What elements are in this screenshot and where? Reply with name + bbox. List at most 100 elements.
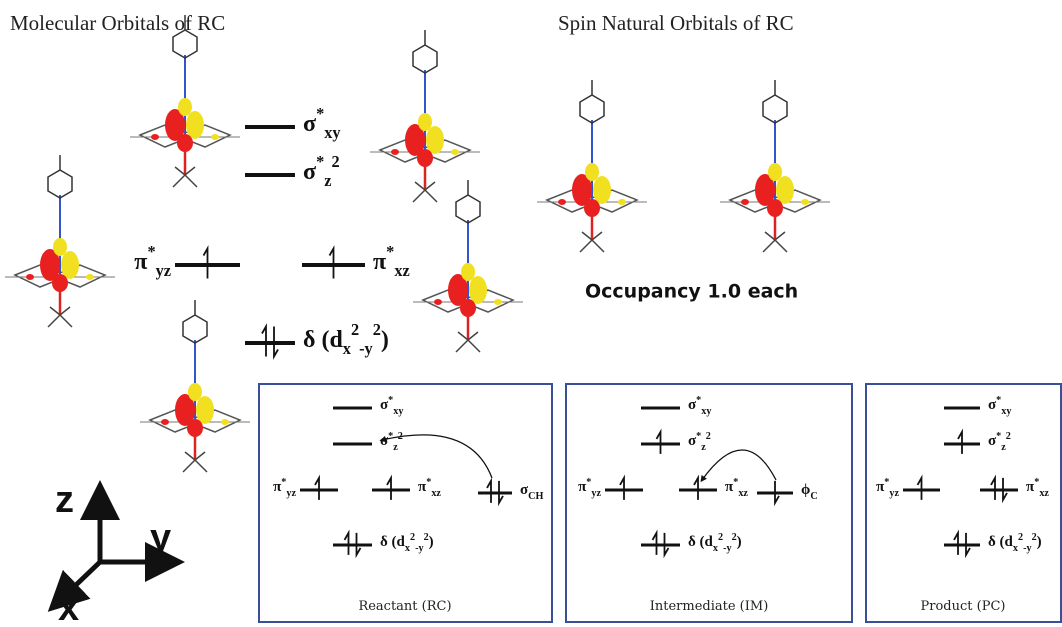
label-part: * — [1034, 477, 1039, 488]
label-part: 2 — [1018, 532, 1023, 543]
label-part: 2 — [351, 320, 359, 339]
title-right: Spin Natural Orbitals of RC — [558, 11, 794, 35]
label-part: ϕ — [801, 482, 810, 498]
orbital-label: σ*xy — [988, 395, 1011, 417]
label-part: CH — [528, 491, 543, 502]
molecule — [130, 15, 240, 187]
axis-label: x — [58, 587, 79, 627]
label-part: xz — [1039, 488, 1049, 499]
orbital-label: σ*z2 — [688, 431, 711, 453]
label-part: π — [373, 249, 386, 275]
label-part: δ (d — [988, 534, 1014, 550]
label-part: ) — [737, 534, 742, 550]
orbital-label: π*yz — [134, 242, 171, 280]
molecule — [537, 80, 647, 252]
panel-frame — [866, 384, 1061, 622]
label-part: * — [388, 431, 393, 442]
label-part: yz — [889, 488, 899, 499]
orbital-label: π*yz — [876, 477, 899, 499]
label-part: -y — [723, 543, 732, 554]
label-part: z — [701, 442, 706, 453]
title-left: Molecular Orbitals of RC — [10, 11, 225, 35]
label-part: * — [996, 431, 1001, 442]
orbital-label: π*xz — [725, 477, 748, 499]
label-part: δ (d — [303, 327, 343, 353]
label-part: σ — [303, 159, 316, 185]
orbital-label: ϕC — [801, 482, 818, 501]
label-part: ) — [1037, 534, 1042, 550]
panel-frame — [259, 384, 552, 622]
molecule — [140, 300, 250, 472]
orbital-label: σ*z2 — [303, 152, 340, 190]
label-part: 2 — [1006, 431, 1011, 442]
label-part: 2 — [718, 532, 723, 543]
label-part: * — [316, 104, 324, 123]
label-part: * — [696, 395, 701, 406]
label-part: z — [1001, 442, 1006, 453]
label-part: * — [733, 477, 738, 488]
label-part: δ (d — [380, 534, 406, 550]
label-part: xy — [1001, 406, 1011, 417]
axis-label: y — [150, 517, 171, 559]
label-part: x — [1013, 543, 1019, 554]
label-part: x — [405, 543, 411, 554]
label-part: 2 — [410, 532, 415, 543]
orbital-label: π*yz — [273, 477, 296, 499]
figure: Molecular Orbitals of RC Spin Natural Or… — [0, 0, 1062, 627]
label-part: x — [343, 339, 352, 358]
panel-title: Product (PC) — [921, 599, 1006, 614]
label-part: -y — [415, 543, 424, 554]
label-part: xz — [738, 488, 748, 499]
label-part: -y — [1023, 543, 1032, 554]
label-part: xz — [431, 488, 441, 499]
label-part: * — [388, 395, 393, 406]
orbital-label: δ (dx2-y2) — [380, 532, 434, 554]
panel-title: Reactant (RC) — [358, 599, 451, 614]
orbital-label: σCH — [520, 482, 544, 501]
orbital-label: σ*z2 — [380, 431, 403, 453]
label-part: 2 — [331, 152, 339, 171]
label-part: ) — [381, 327, 389, 353]
orbital-label: σ*xy — [380, 395, 403, 417]
label-part: x — [713, 543, 719, 554]
label-part: * — [426, 477, 431, 488]
label-part: σ — [303, 111, 316, 137]
label-part: xy — [324, 123, 340, 142]
orbital-label: σ*xy — [303, 104, 341, 142]
label-part: z — [393, 442, 398, 453]
orbital-label: δ (dx2-y2) — [988, 532, 1042, 554]
label-part: ) — [429, 534, 434, 550]
panel-title: Intermediate (IM) — [650, 599, 769, 614]
label-part: π — [134, 249, 147, 275]
label-part: * — [316, 152, 324, 171]
label-part: C — [810, 491, 817, 502]
molecule — [370, 30, 480, 202]
label-part: yz — [286, 488, 296, 499]
label-part: * — [147, 242, 155, 261]
label-part: yz — [591, 488, 601, 499]
molecule — [5, 155, 115, 327]
label-part: * — [586, 477, 591, 488]
orbital-label: δ (dx2-y2) — [303, 320, 389, 358]
label-part: * — [996, 395, 1001, 406]
label-part: * — [884, 477, 889, 488]
orbital-label: δ (dx2-y2) — [688, 532, 742, 554]
label-part: -y — [359, 339, 373, 358]
label-part: 2 — [373, 320, 381, 339]
molecule — [720, 80, 830, 252]
label-part: xz — [394, 261, 409, 280]
transfer-arrow — [702, 450, 776, 480]
label-part: 2 — [398, 431, 403, 442]
label-part: * — [386, 242, 394, 261]
orbital-label: π*xz — [1026, 477, 1049, 499]
panel-frame — [566, 384, 852, 622]
label-part: 2 — [706, 431, 711, 442]
label-part: * — [281, 477, 286, 488]
molecule — [413, 180, 523, 352]
label-part: δ (d — [688, 534, 714, 550]
label-part: xy — [701, 406, 711, 417]
label-part: * — [696, 431, 701, 442]
label-part: xy — [393, 406, 403, 417]
orbital-label: π*xz — [418, 477, 441, 499]
orbital-label: π*xz — [373, 242, 410, 280]
